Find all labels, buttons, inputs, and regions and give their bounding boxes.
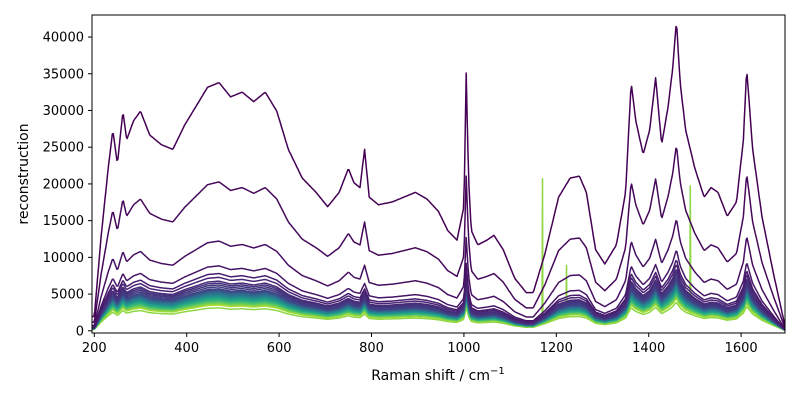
x-axis-ticks: 200 400 600 800 1000 1200 1400 1600	[82, 333, 758, 356]
series-line-8	[92, 271, 785, 331]
x-tick-label: 800	[359, 341, 384, 356]
y-tick-label: 40000	[43, 31, 84, 46]
series-layer	[92, 25, 785, 332]
y-axis-label: reconstruction	[16, 123, 32, 224]
x-tick-label: 600	[267, 341, 292, 356]
series-line-5	[92, 259, 785, 331]
series-line-6	[92, 264, 785, 331]
y-axis-ticks: 0 5000 10000 15000 20000 25000 30000 35000 40000	[43, 31, 92, 339]
x-tick-label: 400	[174, 341, 199, 356]
plot-frame	[91, 14, 786, 334]
series-line-2	[92, 147, 785, 329]
x-tick-label: 1000	[447, 341, 480, 356]
y-tick-label: 20000	[43, 177, 84, 192]
x-axis-label-superscript: −1	[490, 366, 505, 377]
x-axis-label: Raman shift / cm−1	[371, 366, 504, 384]
series-line-7	[92, 269, 785, 331]
x-tick-label: 1400	[632, 341, 665, 356]
x-axis-label-text: Raman shift / cm	[371, 368, 490, 384]
x-tick-label: 1600	[725, 341, 758, 356]
series-line-3	[92, 220, 785, 330]
x-tick-label: 1200	[540, 341, 573, 356]
series-line-outlier	[92, 177, 785, 332]
series-line-10	[92, 276, 785, 331]
y-tick-label: 10000	[43, 251, 84, 266]
y-tick-label: 25000	[43, 141, 84, 156]
y-tick-label: 0	[76, 324, 84, 339]
y-tick-label: 30000	[43, 104, 84, 119]
y-tick-label: 35000	[43, 67, 84, 82]
y-tick-label: 5000	[51, 288, 84, 303]
series-line-1	[92, 25, 785, 327]
series-line-4	[92, 250, 785, 330]
series-line-11	[92, 278, 785, 331]
x-tick-label: 200	[82, 341, 107, 356]
series-line-9	[92, 273, 785, 331]
y-tick-label: 15000	[43, 214, 84, 229]
